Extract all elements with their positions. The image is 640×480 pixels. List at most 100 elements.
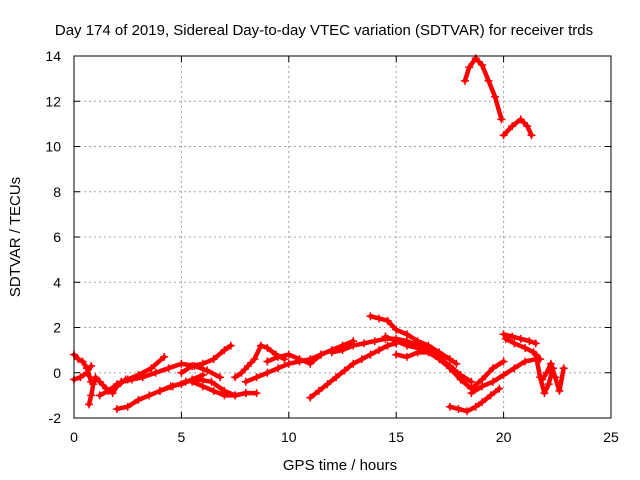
data-point-marker xyxy=(478,375,487,384)
data-point-marker xyxy=(370,337,379,346)
data-point-marker xyxy=(112,380,121,389)
x-axis-label: GPS time / hours xyxy=(283,457,397,474)
y-axis-label: SDTVAR / TECUs xyxy=(7,177,24,297)
data-point-marker xyxy=(306,359,315,368)
data-point-marker xyxy=(357,355,366,364)
series-arc-15 xyxy=(368,313,459,366)
data-point-marker xyxy=(74,355,83,364)
data-point-marker xyxy=(231,391,240,400)
data-point-marker xyxy=(243,361,252,370)
data-point-marker xyxy=(349,359,358,368)
data-point-marker xyxy=(207,377,216,386)
data-point-marker xyxy=(332,373,341,382)
data-point-marker xyxy=(392,325,401,334)
data-point-marker xyxy=(445,355,454,364)
data-point-marker xyxy=(314,386,323,395)
y-tick-label: 14 xyxy=(45,48,61,64)
data-point-marker xyxy=(499,131,508,140)
data-point-marker xyxy=(495,384,504,393)
data-point-marker xyxy=(499,357,508,366)
data-point-marker xyxy=(209,386,218,395)
y-tick-label: -2 xyxy=(49,410,62,426)
data-point-marker xyxy=(478,61,487,70)
data-point-marker xyxy=(551,373,560,382)
data-point-marker xyxy=(168,382,177,391)
data-point-marker xyxy=(274,352,283,361)
data-point-marker xyxy=(274,364,283,373)
data-point-marker xyxy=(497,115,506,124)
data-point-marker xyxy=(527,131,536,140)
data-point-marker xyxy=(366,350,375,359)
data-point-marker xyxy=(499,330,508,339)
data-point-marker xyxy=(340,366,349,375)
data-point-marker xyxy=(112,404,121,413)
y-tick-label: 2 xyxy=(53,320,61,336)
data-point-marker xyxy=(164,364,173,373)
data-point-marker xyxy=(95,377,104,386)
data-point-marker xyxy=(478,382,487,391)
data-point-marker xyxy=(452,359,461,368)
data-point-marker xyxy=(486,391,495,400)
data-point-marker xyxy=(413,337,422,346)
data-point-marker xyxy=(138,373,147,382)
data-point-marker xyxy=(237,368,246,377)
data-point-marker xyxy=(95,391,104,400)
data-point-marker xyxy=(375,314,384,323)
data-point-marker xyxy=(467,389,476,398)
data-point-marker xyxy=(467,377,476,386)
data-point-marker xyxy=(160,352,169,361)
data-point-marker xyxy=(555,386,564,395)
data-point-marker xyxy=(284,359,293,368)
data-point-marker xyxy=(454,404,463,413)
data-point-marker xyxy=(198,371,207,380)
data-point-marker xyxy=(349,341,358,350)
data-point-marker xyxy=(295,355,304,364)
data-point-marker xyxy=(87,391,96,400)
data-point-marker xyxy=(250,355,259,364)
data-point-marker xyxy=(123,402,132,411)
x-tick-label: 10 xyxy=(281,429,297,445)
data-point-marker xyxy=(510,339,519,348)
data-point-marker xyxy=(531,339,540,348)
data-point-marker xyxy=(540,389,549,398)
data-point-marker xyxy=(488,364,497,373)
data-point-marker xyxy=(226,341,235,350)
y-tick-label: 12 xyxy=(45,93,61,109)
data-point-marker xyxy=(85,400,94,409)
y-axis-ticks: -2 0 2 4 6 8 10 12 14 xyxy=(45,48,611,426)
data-point-marker xyxy=(188,377,197,386)
data-point-marker xyxy=(263,343,272,352)
data-point-marker xyxy=(359,339,368,348)
data-point-marker xyxy=(525,337,534,346)
data-point-marker xyxy=(531,350,540,359)
data-point-marker xyxy=(87,361,96,370)
data-point-marker xyxy=(117,377,126,386)
data-point-marker xyxy=(392,350,401,359)
series-arc-10 xyxy=(232,343,287,380)
data-point-marker xyxy=(478,398,487,407)
data-point-marker xyxy=(510,364,519,373)
data-point-marker xyxy=(463,407,472,416)
y-tick-label: 8 xyxy=(53,184,61,200)
chart-title: Day 174 of 2019, Sidereal Day-to-day VTE… xyxy=(55,22,593,39)
data-point-marker xyxy=(508,122,517,131)
data-point-marker xyxy=(127,375,136,384)
data-point-marker xyxy=(402,341,411,350)
data-point-marker xyxy=(392,337,401,346)
data-point-marker xyxy=(559,364,568,373)
data-point-marker xyxy=(91,373,100,382)
data-point-marker xyxy=(89,380,98,389)
data-point-marker xyxy=(220,346,229,355)
data-point-marker xyxy=(465,63,474,72)
data-point-marker xyxy=(538,375,547,384)
data-point-marker xyxy=(306,393,315,402)
data-point-marker xyxy=(108,389,117,398)
data-point-marker xyxy=(177,359,186,368)
x-tick-label: 5 xyxy=(178,429,186,445)
data-point-marker xyxy=(484,76,493,85)
data-point-marker xyxy=(134,395,143,404)
series-arc-2 xyxy=(71,363,94,382)
y-tick-label: 4 xyxy=(53,274,61,290)
data-point-marker xyxy=(155,386,164,395)
